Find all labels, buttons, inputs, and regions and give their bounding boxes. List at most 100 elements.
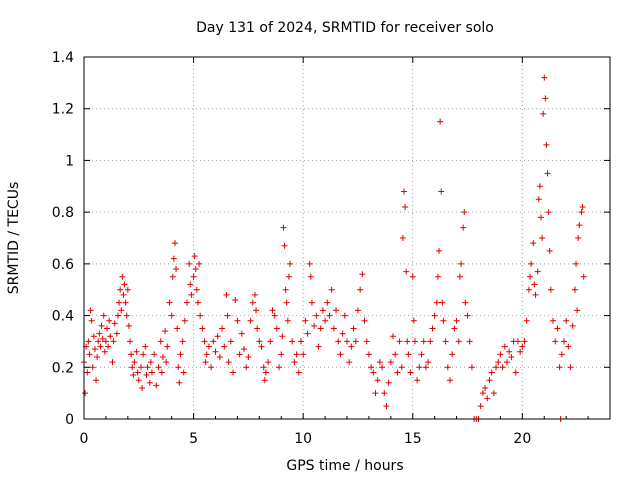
data-point <box>271 312 278 319</box>
axis-ticks: 0 0.2 0.4 0.6 0.8 1 1.2 1.4 0 5 10 15 20 <box>52 50 610 447</box>
data-point <box>128 351 135 358</box>
data-point <box>260 364 267 371</box>
data-point <box>153 382 160 389</box>
data-point <box>171 240 178 247</box>
data-point <box>530 240 537 247</box>
data-point <box>569 322 576 329</box>
data-point <box>534 268 541 275</box>
data-point <box>267 338 274 345</box>
data-point <box>208 364 215 371</box>
data-point <box>514 338 521 345</box>
data-point <box>335 338 342 345</box>
data-point <box>540 110 547 117</box>
data-point <box>374 377 381 384</box>
data-point <box>490 390 497 397</box>
data-point <box>542 95 549 102</box>
data-point <box>383 403 390 410</box>
data-point <box>517 348 524 355</box>
data-point <box>493 364 500 371</box>
data-point <box>133 348 140 355</box>
data-point <box>187 281 194 288</box>
data-point <box>575 235 582 241</box>
data-point <box>307 273 314 280</box>
data-point <box>436 247 443 254</box>
data-point <box>190 273 197 280</box>
data-points <box>81 74 587 422</box>
data-point <box>163 359 170 366</box>
data-point <box>119 273 126 280</box>
data-point <box>278 351 285 358</box>
data-point <box>251 291 258 298</box>
data-point <box>545 209 552 216</box>
data-point <box>93 377 100 384</box>
data-point <box>243 364 250 371</box>
data-point <box>162 328 169 335</box>
data-point <box>425 359 432 366</box>
data-point <box>102 338 109 345</box>
data-point <box>144 364 151 371</box>
data-point <box>506 348 513 355</box>
data-point <box>528 260 535 267</box>
y-tick-label: 0.2 <box>52 360 74 376</box>
data-point <box>230 369 237 376</box>
data-point <box>236 351 243 358</box>
data-point <box>194 299 201 306</box>
data-point <box>403 268 410 275</box>
data-point <box>253 307 260 314</box>
data-point <box>462 299 469 306</box>
data-point <box>287 260 294 267</box>
data-point <box>532 291 539 298</box>
x-tick-label: 10 <box>294 431 312 447</box>
data-point <box>571 286 578 293</box>
data-point <box>525 286 532 293</box>
data-point <box>219 325 226 332</box>
data-point <box>256 338 263 345</box>
data-point <box>437 118 444 125</box>
data-point <box>402 203 409 210</box>
data-point <box>214 333 221 340</box>
data-point <box>130 372 137 379</box>
data-point <box>262 369 269 376</box>
data-point <box>285 273 292 280</box>
x-tick-label: 15 <box>404 431 422 447</box>
data-point <box>387 359 394 366</box>
data-point <box>168 312 175 319</box>
data-point <box>111 320 118 327</box>
data-point <box>146 379 153 386</box>
data-point <box>122 299 129 306</box>
data-point <box>381 390 388 397</box>
data-point <box>398 364 405 371</box>
data-point <box>311 322 318 329</box>
data-point <box>232 297 239 304</box>
data-point <box>341 312 348 319</box>
data-point <box>410 317 417 324</box>
data-point <box>565 343 572 350</box>
data-point <box>297 338 304 345</box>
data-point <box>552 338 559 345</box>
y-tick-label: 0 <box>65 412 74 428</box>
data-point <box>322 317 329 324</box>
data-point <box>503 359 510 366</box>
data-point <box>105 343 112 350</box>
grid-lines <box>84 57 610 419</box>
data-point <box>249 299 256 306</box>
data-point <box>486 377 493 384</box>
data-point <box>110 338 117 345</box>
data-point <box>379 364 386 371</box>
data-point <box>289 338 296 345</box>
data-point <box>114 312 121 319</box>
x-tick-label: 5 <box>189 431 198 447</box>
data-point <box>488 369 495 376</box>
data-point <box>181 317 188 324</box>
data-point <box>447 377 454 384</box>
data-point <box>186 260 193 267</box>
data-point <box>495 359 502 366</box>
data-point <box>166 299 173 306</box>
data-point <box>550 317 557 324</box>
data-point <box>484 395 491 402</box>
data-point <box>418 351 425 358</box>
data-point <box>98 322 105 329</box>
data-point <box>346 359 353 366</box>
data-point <box>326 312 333 319</box>
data-point <box>86 351 93 358</box>
